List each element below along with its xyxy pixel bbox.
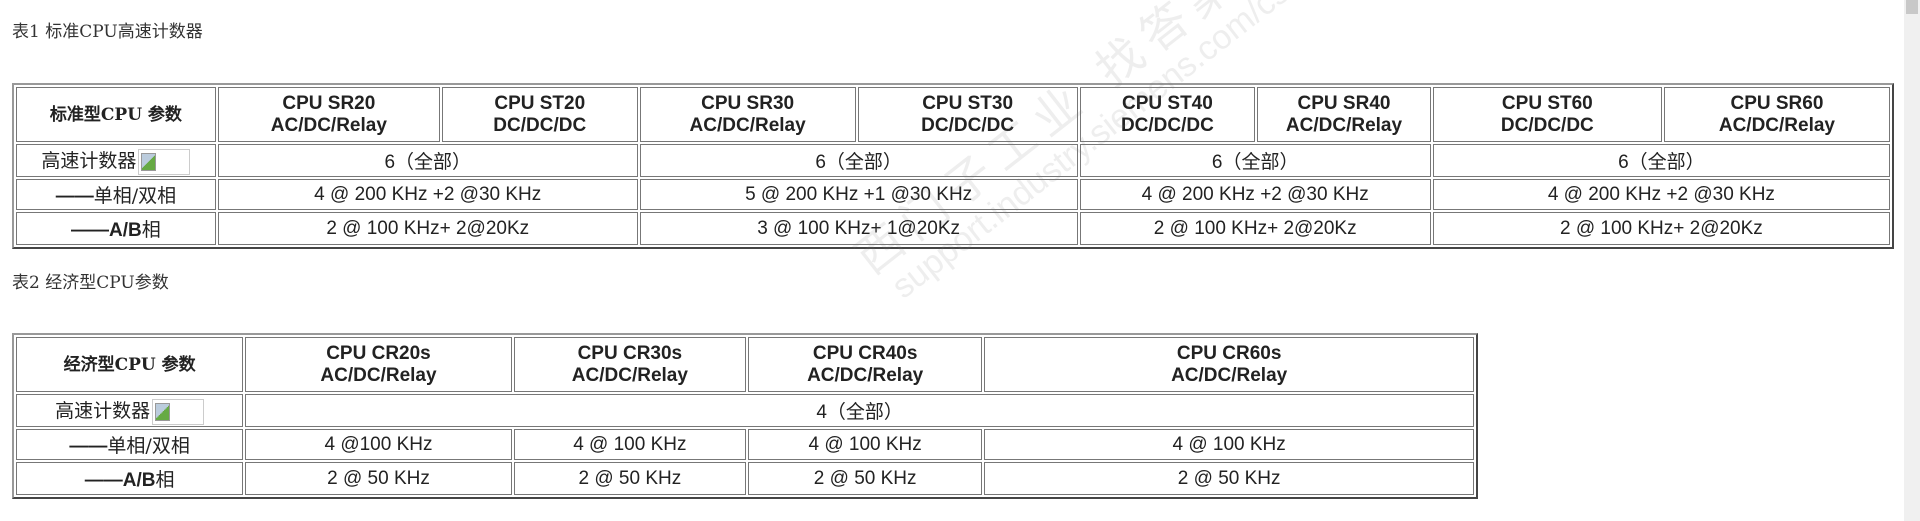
cell: 4 @100 KHz (245, 429, 512, 460)
cell: 2 @ 50 KHz (245, 462, 512, 495)
model-header: CPU ST30 DC/DC/DC (857, 87, 1078, 142)
row-label: ——单相/双相 (16, 179, 216, 210)
header-label: 经济型CPU 参数 (16, 337, 244, 392)
standard-cpu-table: 标准型CPU 参数 CPU SR20 AC/DC/Relay CPU ST20 DC… (12, 83, 1894, 249)
cell: 6（全部） (639, 144, 1078, 177)
header-label: 标准型CPU 参数 (16, 87, 216, 142)
model-header: CPU SR30 AC/DC/Relay (639, 87, 856, 142)
table-row: 高速计数器 4（全部） (16, 394, 1474, 427)
model-header: CPU CR20s AC/DC/Relay (245, 337, 512, 392)
table-row: ——A/B相 2 @ 100 KHz+ 2@20Kz 3 @ 100 KHz+ … (16, 212, 1890, 245)
header-row: 标准型CPU 参数 CPU SR20 AC/DC/Relay CPU ST20 DC… (16, 87, 1890, 142)
cell: 4（全部） (245, 394, 1474, 427)
row-label: ——单相/双相 (16, 429, 244, 460)
cell: 5 @ 200 KHz +1 @30 KHz (639, 179, 1078, 210)
row-label: 高速计数器 (16, 144, 216, 177)
scrollbar-thumb[interactable] (1906, 0, 1918, 14)
cell: 4 @ 100 KHz (984, 429, 1474, 460)
cell: 4 @ 100 KHz (513, 429, 746, 460)
economy-cpu-table: 经济型CPU 参数 CPU CR20s AC/DC/Relay CPU CR30s… (12, 333, 1478, 499)
cell: 4 @ 200 KHz +2 @30 KHz (1432, 179, 1890, 210)
cell: 2 @ 100 KHz+ 2@20Kz (1432, 212, 1890, 245)
table-row: ——A/B相 2 @ 50 KHz 2 @ 50 KHz 2 @ 50 KHz … (16, 462, 1474, 495)
cell: 6（全部） (1432, 144, 1890, 177)
row-label: ——A/B相 (16, 212, 216, 245)
model-header: CPU CR30s AC/DC/Relay (513, 337, 746, 392)
table-row: ——单相/双相 4 @ 200 KHz +2 @30 KHz 5 @ 200 K… (16, 179, 1890, 210)
model-header: CPU ST60 DC/DC/DC (1432, 87, 1662, 142)
model-header: CPU ST40 DC/DC/DC (1079, 87, 1256, 142)
model-header: CPU SR20 AC/DC/Relay (217, 87, 440, 142)
model-header: CPU SR60 AC/DC/Relay (1663, 87, 1890, 142)
table-row: 高速计数器 6（全部） 6（全部） 6（全部） 6（全部） (16, 144, 1890, 177)
model-header: CPU SR40 AC/DC/Relay (1257, 87, 1431, 142)
model-header: CPU CR60s AC/DC/Relay (984, 337, 1474, 392)
cell: 4 @ 100 KHz (748, 429, 983, 460)
vertical-scrollbar[interactable] (1904, 0, 1920, 521)
cell: 6（全部） (217, 144, 638, 177)
model-header: CPU CR40s AC/DC/Relay (748, 337, 983, 392)
cell: 2 @ 50 KHz (984, 462, 1474, 495)
model-header: CPU ST20 DC/DC/DC (441, 87, 638, 142)
table2-caption: 表2 经济型CPU参数 (12, 273, 169, 293)
cell: 2 @ 50 KHz (513, 462, 746, 495)
cell: 3 @ 100 KHz+ 1@20Kz (639, 212, 1078, 245)
table-row: ——单相/双相 4 @100 KHz 4 @ 100 KHz 4 @ 100 K… (16, 429, 1474, 460)
header-row: 经济型CPU 参数 CPU CR20s AC/DC/Relay CPU CR30s… (16, 337, 1474, 392)
cell: 2 @ 50 KHz (748, 462, 983, 495)
broken-image-icon (138, 149, 191, 175)
cell: 6（全部） (1079, 144, 1431, 177)
table1-caption: 表1 标准CPU高速计数器 (12, 22, 203, 42)
broken-image-icon (152, 399, 205, 425)
cell: 2 @ 100 KHz+ 2@20Kz (217, 212, 638, 245)
row-label: ——A/B相 (16, 462, 244, 495)
cell: 4 @ 200 KHz +2 @30 KHz (1079, 179, 1431, 210)
cell: 2 @ 100 KHz+ 2@20Kz (1079, 212, 1431, 245)
row-label: 高速计数器 (16, 394, 244, 427)
cell: 4 @ 200 KHz +2 @30 KHz (217, 179, 638, 210)
